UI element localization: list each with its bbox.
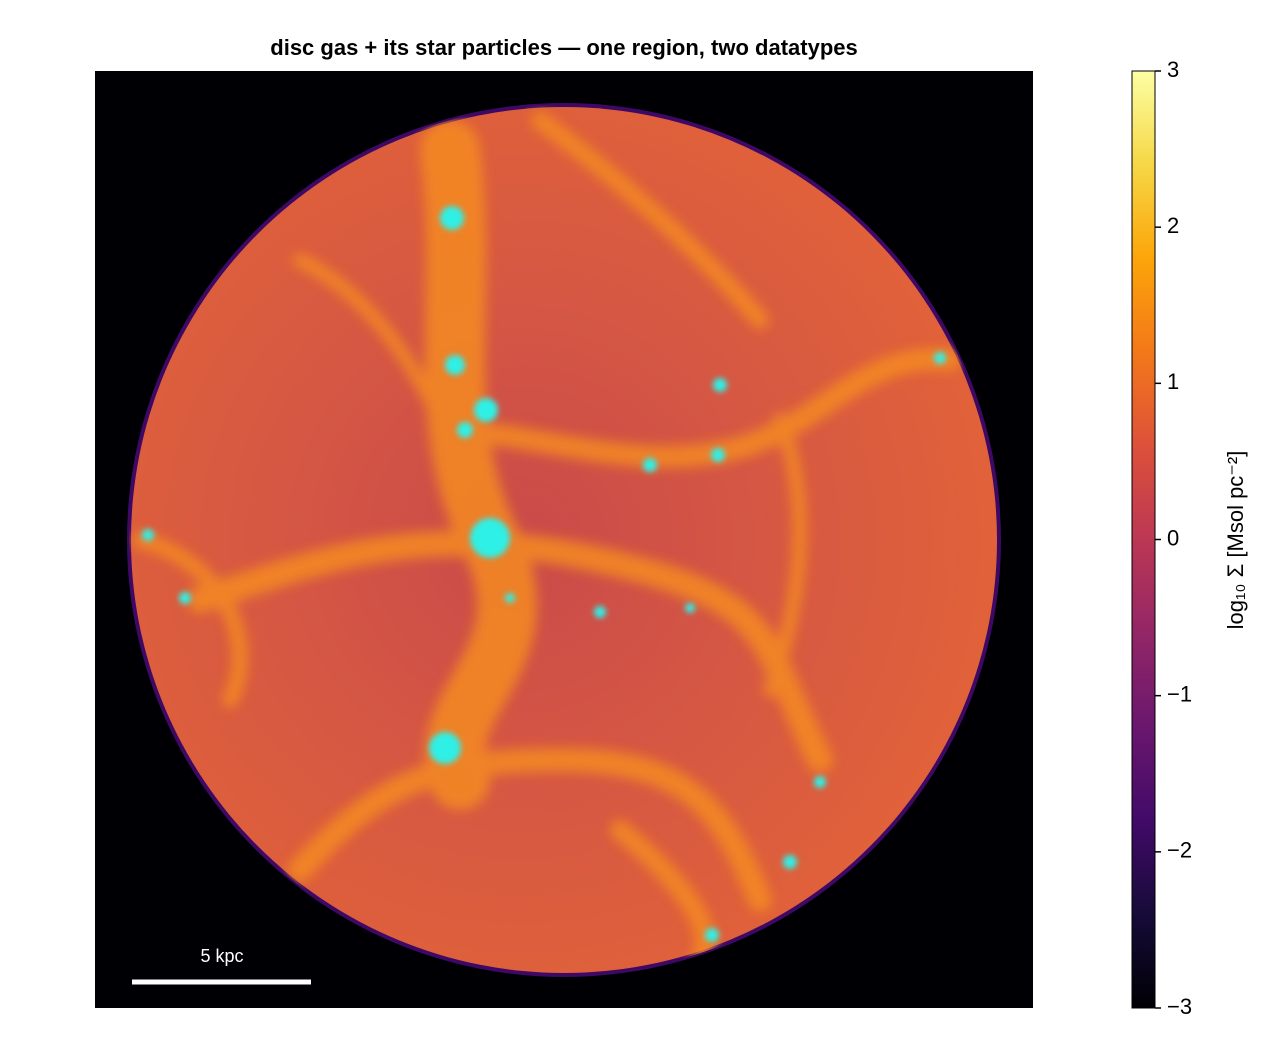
colorbar-tick-label: 0 [1167, 525, 1179, 550]
colorbar-tick-label: 2 [1167, 213, 1179, 238]
colorbar-tick-label: 3 [1167, 57, 1179, 82]
gas-filaments [132, 111, 961, 970]
star-particles [142, 206, 946, 942]
colorbar-tick-label: −3 [1167, 994, 1192, 1019]
colorbar-tick-label: −1 [1167, 681, 1192, 706]
colorbar [1131, 70, 1156, 1009]
colorbar-label: log₁₀ Σ [Msol pc⁻²] [1223, 451, 1248, 630]
chart-title: disc gas + its star particles — one regi… [270, 35, 857, 60]
scale-bar-label: 5 kpc [200, 946, 243, 966]
colorbar-tick-label: −2 [1167, 838, 1192, 863]
colorbar-tick-label: 1 [1167, 369, 1179, 394]
